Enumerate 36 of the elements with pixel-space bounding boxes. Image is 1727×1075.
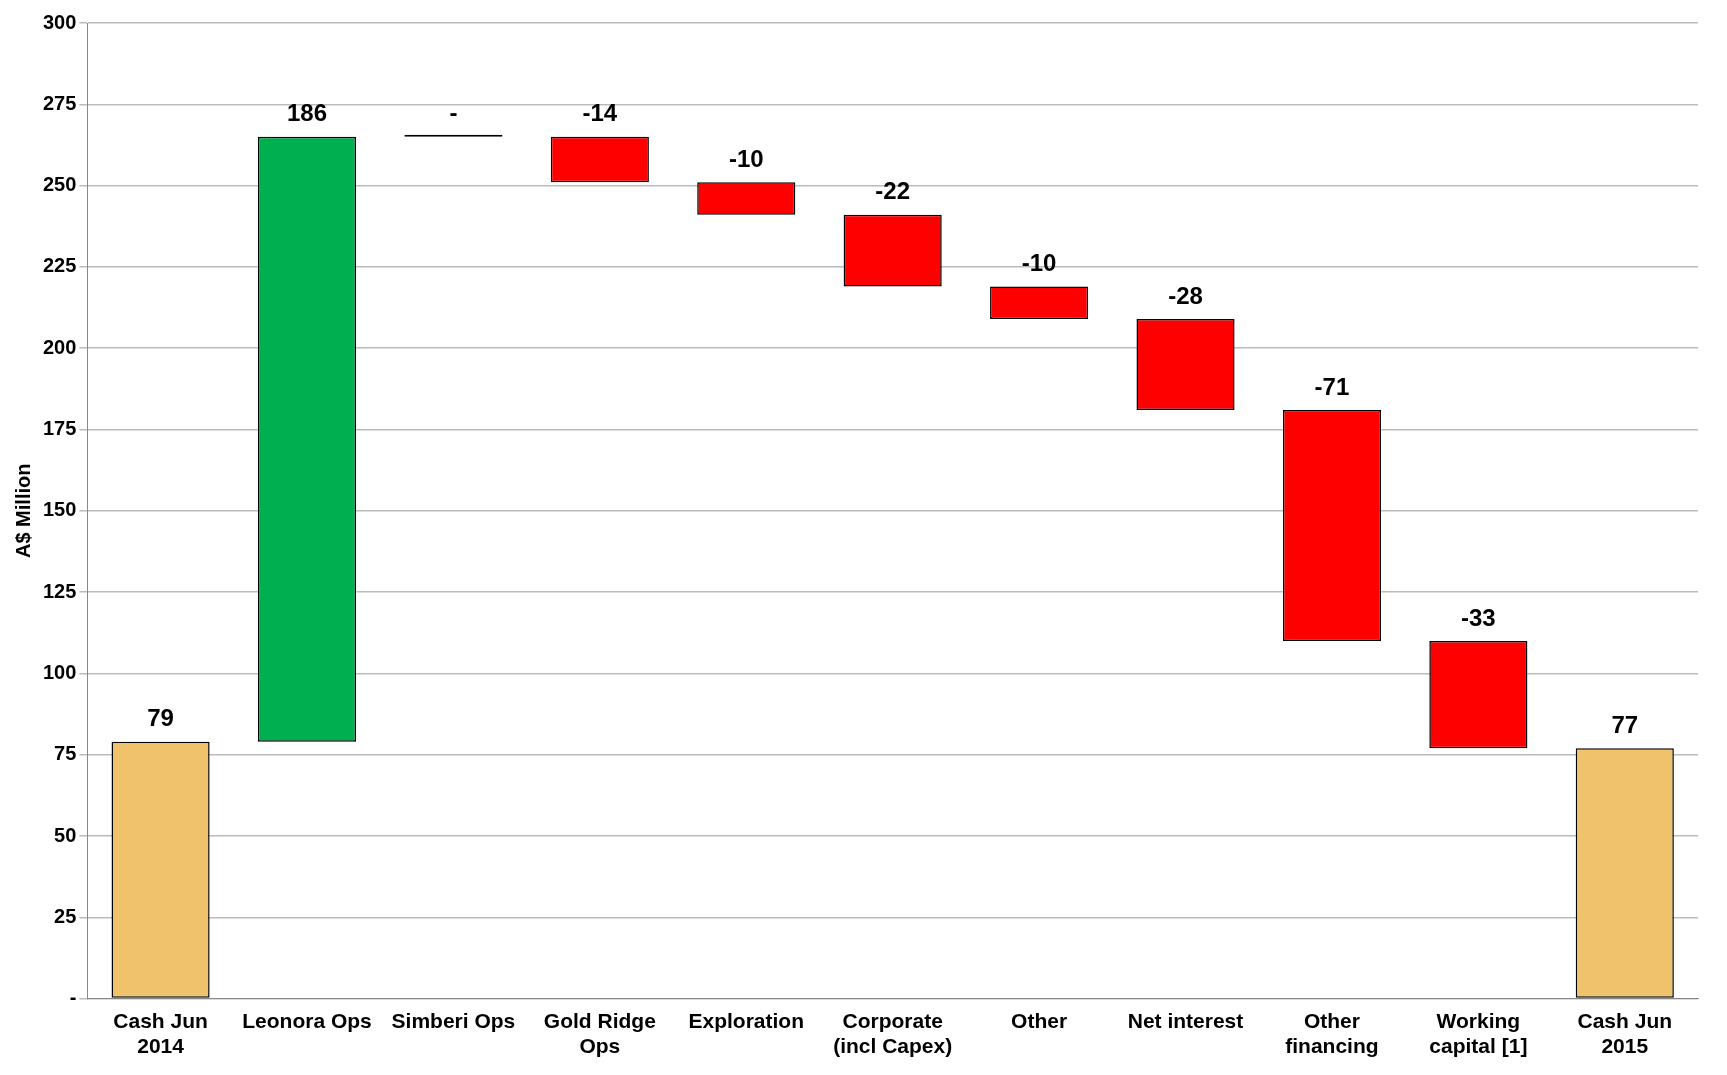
x-tick-label: Leonora Ops xyxy=(242,1009,372,1032)
x-tick-label: Gold Ridge Ops xyxy=(543,1009,656,1058)
data-label: -71 xyxy=(1314,372,1350,400)
y-tick-label: 250 xyxy=(42,173,77,196)
data-label: -28 xyxy=(1168,281,1203,309)
y-axis-title: A$ Million xyxy=(11,463,34,559)
y-tick-label: 225 xyxy=(42,254,77,277)
x-tick-label: Cash Jun 2014 xyxy=(113,1009,208,1058)
data-label: -14 xyxy=(582,99,618,127)
data-label: -22 xyxy=(875,177,911,205)
x-tick-label: Cash Jun 2015 xyxy=(1577,1009,1673,1058)
data-label: -10 xyxy=(728,144,764,172)
x-tick-label: Other xyxy=(1011,1009,1068,1032)
data-label: -33 xyxy=(1461,603,1496,631)
x-tick-label: Other financing xyxy=(1285,1009,1379,1058)
y-tick-label: - xyxy=(69,986,77,1009)
y-tick-label: 275 xyxy=(42,91,77,114)
y-tick-label: 200 xyxy=(42,335,77,358)
y-tick-label: 75 xyxy=(54,742,77,765)
x-tick-label: Corporate (incl Capex) xyxy=(833,1009,953,1058)
y-tick-label: 175 xyxy=(42,417,77,440)
y-tick-label: 125 xyxy=(42,579,77,602)
data-label: 79 xyxy=(147,704,174,732)
y-tick-label: 25 xyxy=(54,904,77,927)
y-tick-label: 150 xyxy=(42,498,77,521)
y-tick-label: 100 xyxy=(42,660,77,683)
data-label: - xyxy=(449,99,458,127)
x-tick-label: Net interest xyxy=(1127,1009,1244,1032)
data-label: 186 xyxy=(286,99,328,127)
x-tick-label: Simberi Ops xyxy=(391,1009,516,1032)
y-tick-label: 300 xyxy=(42,10,77,33)
x-tick-label: Exploration xyxy=(688,1009,805,1032)
data-label: -10 xyxy=(1021,249,1057,277)
y-tick-label: 50 xyxy=(54,823,77,846)
data-label: 77 xyxy=(1611,710,1639,738)
x-tick-label: Working capital [1] xyxy=(1429,1009,1528,1058)
